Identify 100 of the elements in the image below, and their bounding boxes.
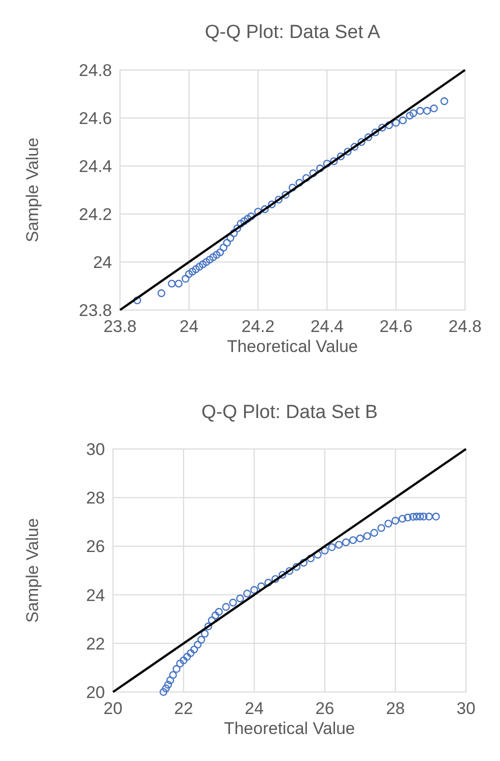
point: [216, 248, 224, 256]
point: [264, 578, 272, 587]
y-tick-label: 24.2: [78, 205, 112, 224]
point: [392, 516, 400, 525]
point: [169, 671, 177, 679]
point: [194, 640, 202, 649]
point: [378, 124, 386, 132]
point: [226, 234, 234, 242]
point: [188, 268, 196, 276]
point: [240, 217, 248, 226]
point: [211, 612, 220, 620]
point: [230, 229, 238, 238]
point: [371, 128, 380, 136]
point: [377, 524, 386, 532]
point: [209, 253, 218, 262]
point: [306, 554, 315, 562]
point: [176, 660, 184, 668]
point: [384, 520, 392, 528]
point: [198, 260, 207, 268]
point: [162, 684, 170, 692]
x-tick-label: 28: [386, 699, 405, 718]
point: [166, 676, 174, 684]
point: [243, 590, 252, 598]
point: [206, 256, 214, 264]
point: [160, 688, 168, 696]
point: [335, 540, 343, 549]
x-tick-label: 24.4: [310, 317, 344, 336]
point: [430, 104, 438, 112]
point: [282, 190, 290, 199]
y-axis-title: Sample Value: [23, 518, 42, 623]
x-tick-label: 30: [456, 699, 476, 718]
point: [286, 567, 294, 575]
point: [220, 244, 228, 252]
point: [268, 200, 276, 208]
point: [274, 196, 283, 204]
point: [133, 296, 142, 304]
point: [385, 121, 393, 130]
point: [180, 656, 188, 664]
point: [202, 258, 210, 266]
point: [236, 220, 245, 228]
y-tick-label: 24.6: [78, 109, 112, 128]
point: [190, 646, 198, 654]
point: [261, 205, 269, 214]
point: [370, 528, 378, 537]
point: [172, 665, 180, 673]
point: [416, 106, 424, 115]
point: [358, 138, 366, 146]
point: [174, 280, 183, 288]
y-tick-label: 26: [86, 537, 105, 556]
point: [440, 97, 448, 106]
x-tick-label: 24: [244, 699, 264, 718]
point: [164, 680, 172, 689]
y-tick-label: 22: [86, 634, 105, 654]
point: [182, 274, 190, 283]
point: [271, 575, 280, 583]
point: [432, 512, 440, 520]
point: [229, 598, 237, 606]
y-tick-label: 24.4: [78, 157, 112, 176]
y-tick-label: 30: [86, 440, 105, 459]
point: [392, 118, 400, 127]
point: [254, 208, 262, 216]
point: [356, 534, 364, 542]
point: [200, 630, 209, 638]
point: [233, 224, 242, 232]
point: [409, 109, 418, 118]
point: [244, 214, 252, 223]
chart-title: Q-Q Plot: Data Set A: [204, 22, 380, 43]
point: [398, 514, 406, 523]
x-tick-label: 24: [180, 317, 198, 336]
point: [336, 152, 345, 160]
point: [423, 106, 431, 115]
point: [406, 112, 414, 120]
point: [412, 512, 420, 520]
point: [168, 280, 176, 288]
point: [278, 570, 286, 579]
x-axis-title: Theoretical Value: [224, 719, 356, 738]
point: [292, 562, 300, 571]
x-axis-title: Theoretical Value: [226, 337, 358, 356]
point: [223, 238, 231, 247]
point: [404, 514, 412, 522]
x-tick-label: 26: [315, 699, 334, 718]
point: [309, 169, 318, 178]
y-tick-label: 24: [86, 586, 105, 605]
x-tick-label: 24.6: [379, 317, 413, 336]
point: [349, 536, 357, 544]
x-tick-label: 23.8: [103, 317, 137, 336]
chart-title: Q-Q Plot: Data Set B: [201, 402, 378, 423]
y-tick-label: 23.8: [78, 301, 112, 320]
point: [416, 512, 424, 520]
point: [425, 512, 433, 520]
point: [364, 133, 372, 142]
point: [215, 608, 223, 616]
point: [192, 265, 200, 274]
point: [302, 174, 310, 182]
point: [195, 262, 204, 271]
point: [185, 270, 193, 278]
point: [420, 512, 428, 520]
y-tick-label: 20: [86, 683, 105, 702]
point: [204, 622, 212, 630]
point: [212, 250, 220, 259]
